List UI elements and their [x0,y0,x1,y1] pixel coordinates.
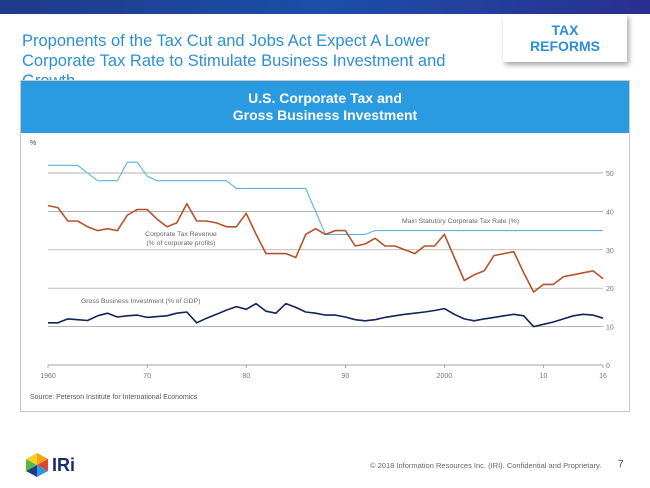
y-tick-label-40: 40 [606,209,614,216]
line-chart: % 0 10 20 30 40 50 1960 70 80 90 2000 10 16 Main Sta… [30,140,614,401]
tag-line-1: TAX [551,22,579,38]
top-brand-bar [0,0,650,14]
tax-revenue-line [47,202,604,293]
y-tick-label-10: 10 [606,325,614,332]
y-axis-unit-label: % [30,140,36,147]
x-tick-label-1960: 1960 [40,373,56,380]
chart-heading-line-1: U.S. Corporate Tax and [248,90,402,106]
chart-heading: U.S. Corporate Tax and Gross Business In… [21,81,629,133]
copyright-notice: © 2018 Information Resources Inc. (IRI).… [370,461,602,470]
statutory-rate-line [48,161,603,235]
chart-heading-line-2: Gross Business Investment [232,107,418,123]
tax-reforms-tag: TAX REFORMS [503,14,627,62]
y-tick-label-0: 0 [606,363,610,370]
tag-line-2: REFORMS [530,38,600,54]
investment-line [48,302,604,328]
x-tick-label-1980: 80 [242,373,250,380]
y-tick-label-50: 50 [606,171,614,178]
statutory-rate-label: Main Statutory Corporate Tax Rate (%) [402,218,519,225]
y-tick-label-30: 30 [606,248,614,255]
iri-logo-icon [26,453,48,477]
chart-panel: U.S. Corporate Tax and Gross Business In… [20,80,630,412]
x-tick-label-1990: 90 [341,373,349,380]
y-tick-label-20: 20 [606,286,614,293]
source-note: Source: Peterson Institute for Internati… [30,394,198,401]
x-tick-label-1970: 70 [143,373,151,380]
x-tick-label-2010: 10 [540,373,548,380]
investment-label: Gross Business Investment (% of GDP) [81,298,200,305]
x-tick-label-2000: 2000 [437,373,453,380]
page-number: 7 [618,459,624,470]
tax-revenue-label: Corporate Tax Revenue [145,231,217,238]
x-tick-label-2016: 16 [599,373,607,380]
tax-revenue-label-line-2: (% of corporate profits) [146,240,215,247]
iri-logo-text: IRi [52,455,76,475]
